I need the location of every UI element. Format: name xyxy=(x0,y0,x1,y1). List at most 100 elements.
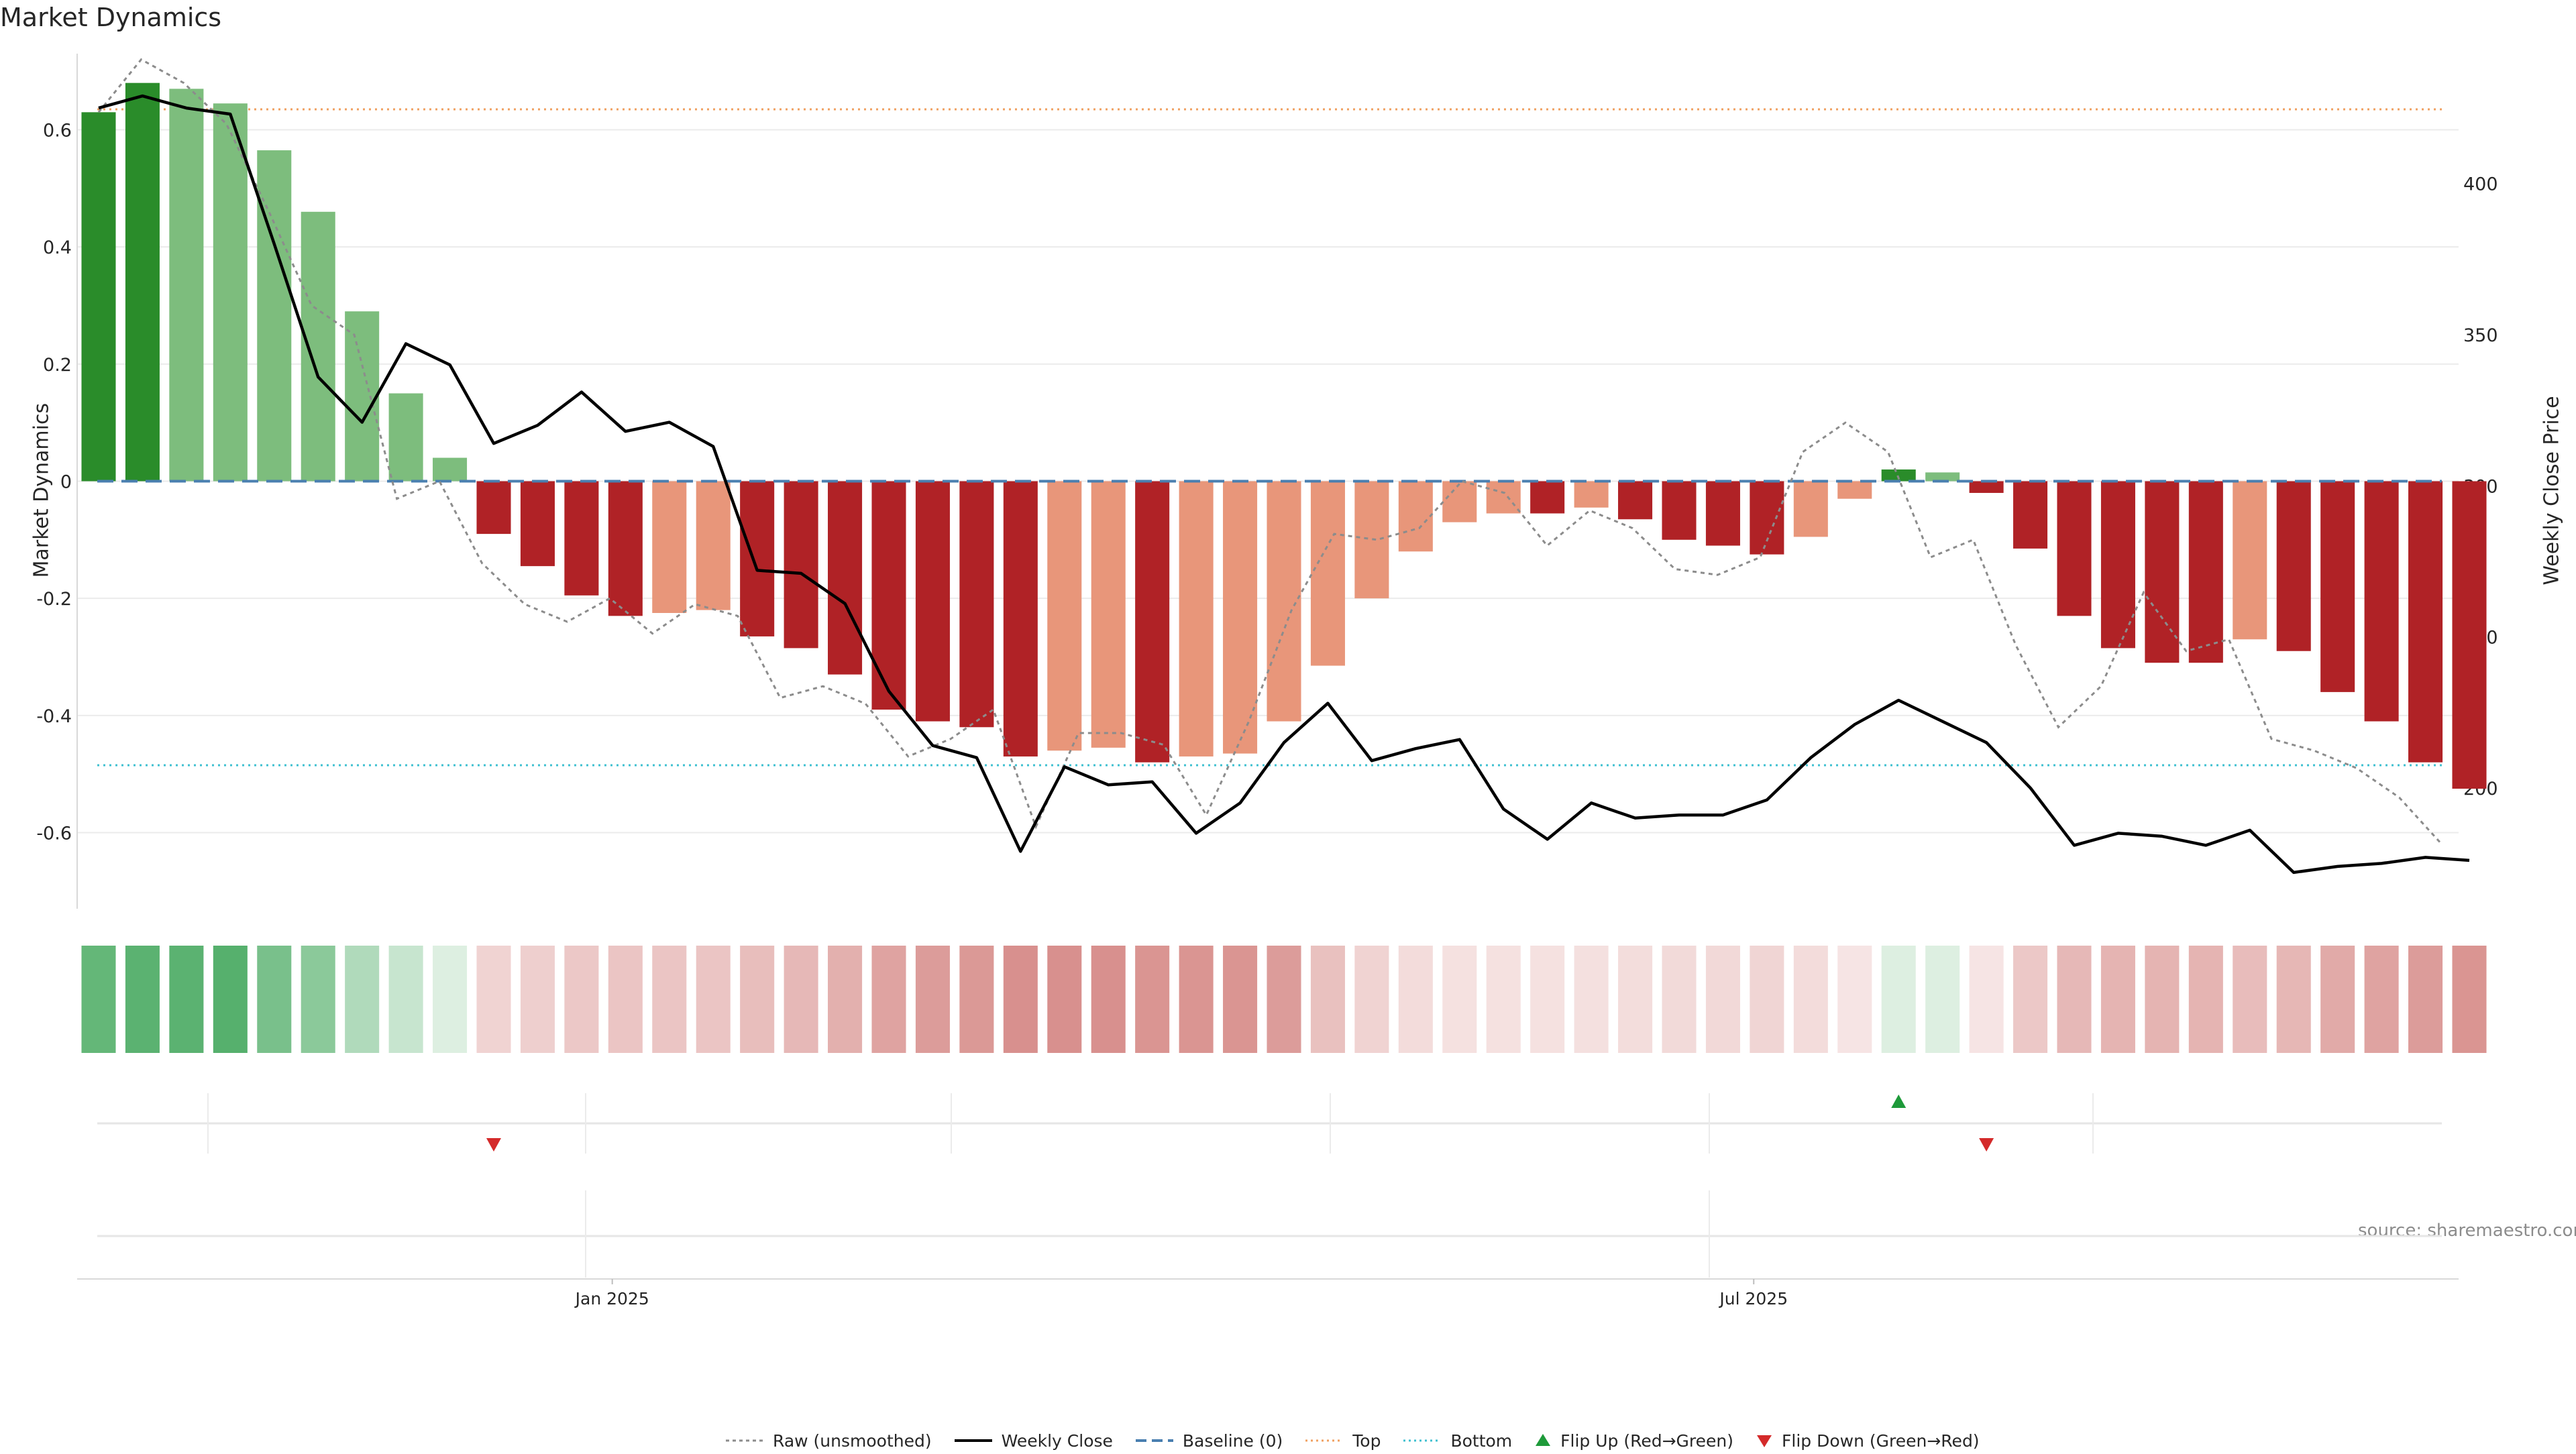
heat-cell xyxy=(652,946,687,1053)
bar xyxy=(2233,481,2267,640)
bar xyxy=(740,481,775,636)
heat-cell xyxy=(1925,946,1960,1053)
bar xyxy=(696,481,731,610)
raw-line xyxy=(97,58,2443,845)
y-tick-label: 0.2 xyxy=(43,355,72,376)
bar xyxy=(1354,481,1389,599)
legend: Raw (unsmoothed) Weekly Close Baseline (0)… xyxy=(724,1427,2001,1454)
legend-swatch xyxy=(954,1439,992,1442)
bar xyxy=(213,103,248,482)
heat-cell xyxy=(1881,946,1916,1053)
y-tick-label: -0.2 xyxy=(36,589,72,610)
y-tick-label: 0.6 xyxy=(43,121,72,142)
bar xyxy=(476,481,511,535)
flip-down-marker xyxy=(1979,1138,1994,1152)
legend-swatch xyxy=(726,1439,763,1442)
source-note: source: sharemaestro.com xyxy=(2358,1221,2576,1241)
bar xyxy=(1179,481,1214,757)
heat-cell xyxy=(1618,946,1653,1053)
heat-cell xyxy=(1574,946,1609,1053)
heat-cell xyxy=(2276,946,2311,1053)
heat-cell xyxy=(433,946,468,1053)
heat-cell xyxy=(1662,946,1697,1053)
legend-swatch xyxy=(1757,1435,1772,1447)
heat-cell xyxy=(125,946,160,1053)
y-tick-label: 0.4 xyxy=(43,237,72,258)
legend-swatch xyxy=(1305,1439,1344,1442)
bar xyxy=(1574,481,1609,508)
heat-cell xyxy=(2145,946,2180,1053)
heat-cell xyxy=(81,946,116,1053)
heat-cell xyxy=(1354,946,1389,1053)
heat-cell xyxy=(2013,946,2048,1053)
bar xyxy=(1750,481,1784,555)
bar xyxy=(784,481,818,649)
heat-cell xyxy=(1969,946,2004,1053)
bar xyxy=(81,112,116,482)
bar xyxy=(301,211,335,482)
heat-cell xyxy=(1003,946,1038,1053)
bar xyxy=(652,481,687,613)
bar xyxy=(1047,481,1082,751)
bar xyxy=(1705,481,1740,546)
heat-cell xyxy=(828,946,863,1053)
bar xyxy=(2057,481,2092,616)
heat-cell xyxy=(388,946,423,1053)
bar xyxy=(388,393,423,482)
legend-item: Bottom xyxy=(1402,1431,1512,1451)
y2-tick-label: 400 xyxy=(2463,174,2498,195)
heat-cell xyxy=(959,946,994,1053)
heat-cell xyxy=(2100,946,2135,1053)
bar xyxy=(2013,481,2048,549)
heat-cell xyxy=(1223,946,1258,1053)
heat-cell xyxy=(1837,946,1872,1053)
bar xyxy=(2408,481,2443,763)
heat-cell xyxy=(2364,946,2399,1053)
legend-item: Raw (unsmoothed) xyxy=(724,1431,932,1451)
heat-cell xyxy=(1091,946,1126,1053)
legend-label: Top xyxy=(1352,1431,1381,1451)
heat-cell xyxy=(1047,946,1082,1053)
bar xyxy=(433,457,468,482)
heat-cell xyxy=(213,946,248,1053)
legend-label: Baseline (0) xyxy=(1182,1431,1283,1451)
bar xyxy=(608,481,643,616)
heat-cell xyxy=(1705,946,1740,1053)
legend-item: Top xyxy=(1304,1431,1381,1451)
bar xyxy=(1398,481,1433,552)
heat-cell xyxy=(345,946,380,1053)
bar xyxy=(915,481,950,722)
legend-item: Baseline (0) xyxy=(1134,1431,1283,1451)
heat-cell xyxy=(1793,946,1828,1053)
bar xyxy=(257,150,292,482)
flip-down-marker xyxy=(486,1138,501,1152)
heat-cell xyxy=(1750,946,1784,1053)
heat-cell xyxy=(1267,946,1301,1053)
legend-swatch xyxy=(1536,1434,1551,1446)
legend-label: Flip Up (Red→Green) xyxy=(1560,1431,1734,1451)
bar xyxy=(2364,481,2399,722)
bar xyxy=(1969,481,2004,493)
y2-tick-label: 350 xyxy=(2463,325,2498,346)
heat-cell xyxy=(1486,946,1521,1053)
bar xyxy=(1223,481,1258,754)
bar xyxy=(1837,481,1872,499)
legend-item: Flip Up (Red→Green) xyxy=(1534,1431,1733,1451)
x-tick-label: Jan 2025 xyxy=(574,1289,649,1308)
y-tick-label: 0 xyxy=(60,472,72,493)
legend-label: Raw (unsmoothed) xyxy=(773,1431,932,1451)
heat-cell xyxy=(301,946,335,1053)
legend-swatch xyxy=(1403,1439,1442,1442)
bar xyxy=(1003,481,1038,757)
heat-cell xyxy=(257,946,292,1053)
bar xyxy=(564,481,599,596)
bar xyxy=(1442,481,1477,522)
flip-up-marker xyxy=(1891,1095,1907,1108)
heat-cell xyxy=(784,946,818,1053)
heat-cell xyxy=(2452,946,2487,1053)
heat-cell xyxy=(915,946,950,1053)
bar xyxy=(1925,472,1960,482)
heat-cell xyxy=(1179,946,1214,1053)
y-tick-label: -0.4 xyxy=(36,706,72,727)
